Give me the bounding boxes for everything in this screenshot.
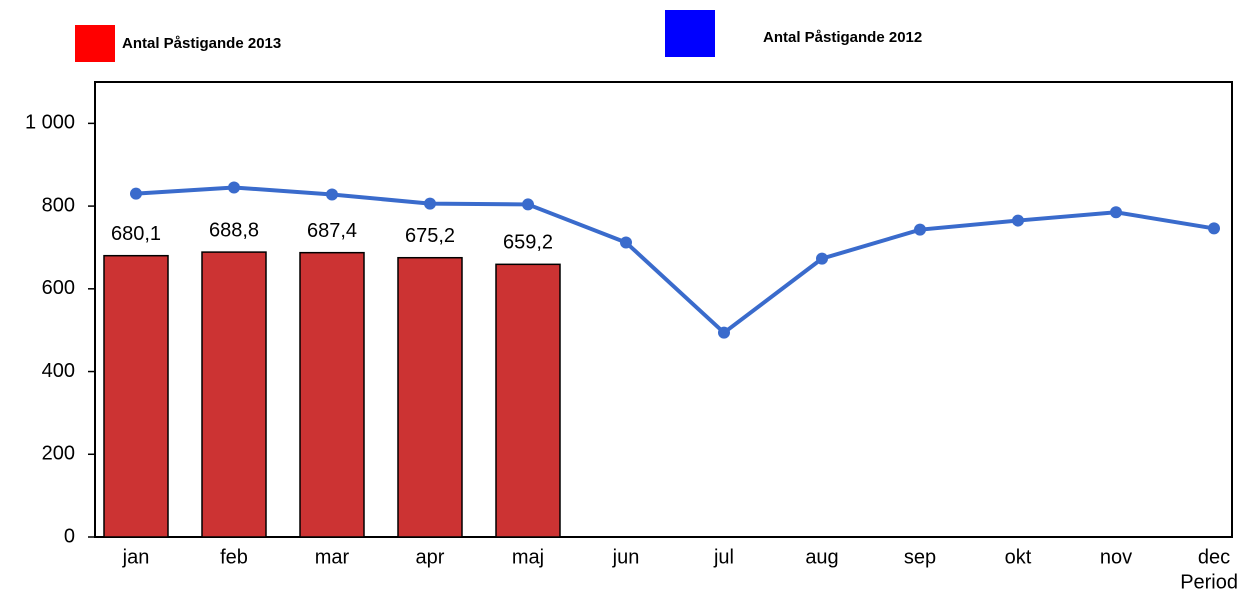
line (135, 185, 1215, 336)
point (228, 181, 240, 194)
y-tick-label: 0 (64, 525, 75, 547)
bar (201, 251, 267, 538)
bar (103, 254, 169, 538)
y-tick-label: 800 (42, 194, 75, 216)
value-label: 688,8 (209, 219, 259, 241)
point (718, 326, 730, 339)
value-label: 659,2 (503, 232, 553, 254)
point (1208, 222, 1220, 235)
y-tick-label: 400 (42, 360, 75, 382)
x-tick-label: maj (512, 546, 544, 568)
x-tick-label: aug (805, 546, 838, 568)
y-tick-label: 1 000 (25, 112, 75, 134)
point (1012, 214, 1024, 227)
legend-label: Antal Påstigande 2012 (763, 29, 922, 46)
x-tick-label: feb (220, 546, 248, 568)
point (424, 197, 436, 210)
bar (397, 256, 463, 538)
x-tick-label: apr (416, 546, 445, 568)
point (620, 236, 632, 249)
point (522, 198, 534, 211)
plot-frame (94, 81, 1233, 538)
point (914, 223, 926, 236)
legend-swatch (665, 10, 715, 57)
bar (299, 251, 365, 538)
x-tick-label: jul (713, 546, 734, 568)
point (1110, 206, 1122, 219)
y-tick-label: 200 (42, 443, 75, 465)
point (326, 188, 338, 201)
legend-swatch (75, 25, 115, 62)
value-label: 687,4 (307, 220, 357, 242)
point (816, 252, 828, 265)
value-label: 680,1 (111, 223, 161, 245)
value-label: 675,2 (405, 225, 455, 247)
x-tick-label: mar (315, 546, 350, 568)
x-tick-label: sep (904, 546, 936, 568)
x-tick-label: nov (1100, 546, 1132, 568)
x-tick-label: jan (122, 546, 150, 568)
y-tick-label: 600 (42, 277, 75, 299)
point (130, 187, 142, 200)
x-axis-label: Period (1180, 571, 1238, 593)
bar (495, 263, 561, 538)
x-tick-label: dec (1198, 546, 1230, 568)
legend-label: Antal Påstigande 2013 (122, 35, 281, 52)
x-tick-label: okt (1005, 546, 1032, 568)
x-tick-label: jun (612, 546, 640, 568)
